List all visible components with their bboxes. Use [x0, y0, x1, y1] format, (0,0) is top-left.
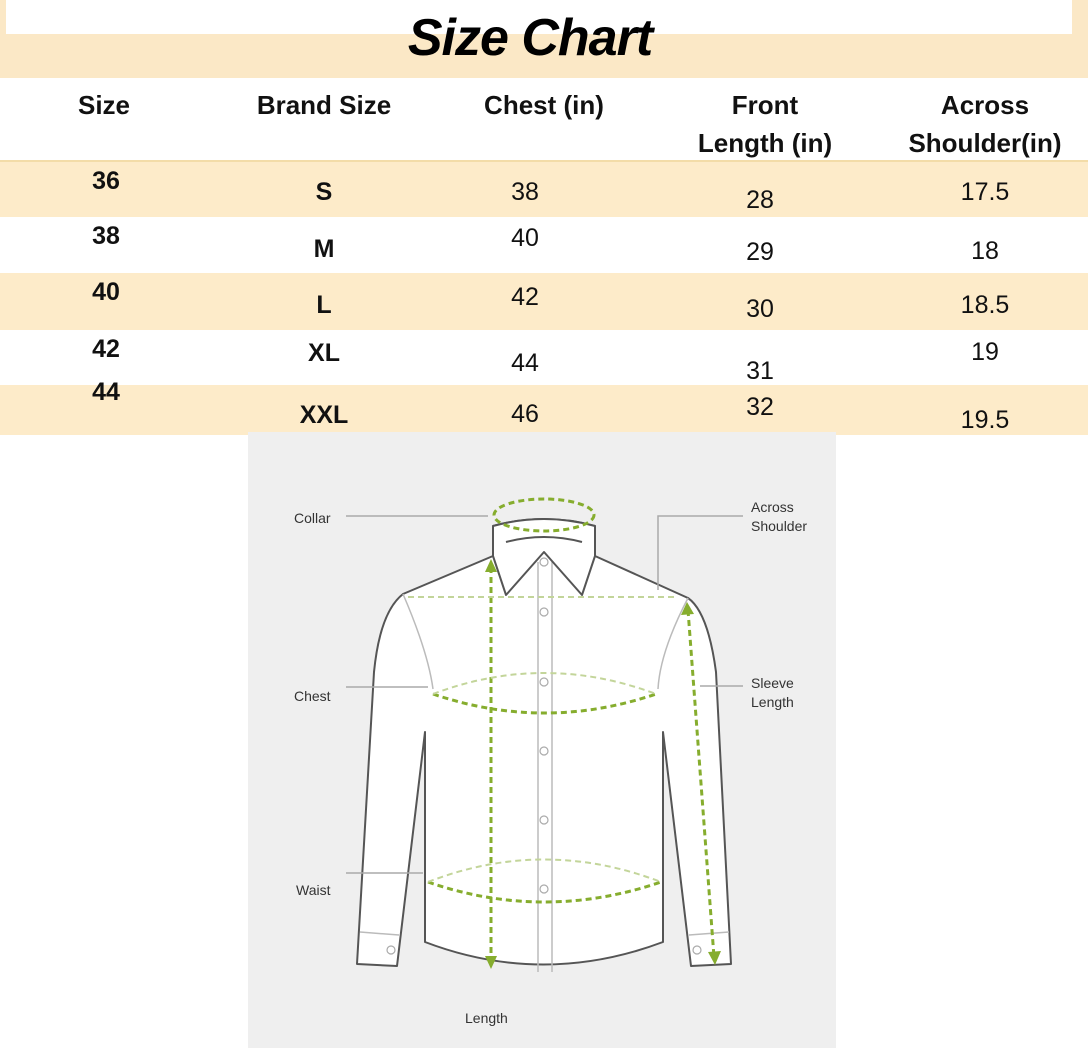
- header-front-line2: Length (in): [697, 128, 833, 158]
- cell-chest: 38: [511, 178, 539, 206]
- cell-chest: 44: [511, 349, 539, 377]
- cell-size: 42: [92, 335, 120, 363]
- table-row: 36 S 38 28 17.5: [0, 162, 1088, 217]
- cell-chest: 40: [511, 224, 539, 252]
- cell-size: 40: [92, 278, 120, 306]
- label-waist: Waist: [296, 882, 331, 898]
- sleeve-measure: [686, 609, 716, 958]
- cell-front: 31: [746, 357, 774, 385]
- label-across-shoulder: Across Shoulder: [751, 498, 807, 536]
- shirt-diagram: Collar Chest Waist Length Across Shoulder…: [248, 432, 836, 1048]
- table-row: 42 XL 44 31 19: [0, 330, 1088, 385]
- cell-size: 38: [92, 222, 120, 250]
- title-box: [6, 0, 1072, 34]
- cell-chest: 42: [511, 283, 539, 311]
- cell-size: 44: [92, 378, 120, 406]
- header-front-length: Front Length (in): [698, 86, 832, 162]
- collar-measure: [492, 497, 596, 533]
- page-title: Size Chart: [407, 9, 653, 67]
- label-length: Length: [465, 1010, 508, 1026]
- label-sleeve-length: Sleeve Length: [751, 674, 794, 712]
- label-across-line2: Shoulder: [751, 518, 808, 534]
- cell-chest: 46: [511, 400, 539, 428]
- cell-shoulder: 19.5: [960, 406, 1010, 434]
- cell-front: 30: [746, 295, 774, 323]
- cell-shoulder: 17.5: [960, 178, 1010, 206]
- cell-brand: L: [316, 291, 332, 319]
- cell-size: 36: [92, 167, 120, 195]
- header-size: Size: [77, 90, 131, 120]
- cell-front: 28: [746, 186, 774, 214]
- shirt-illustration: [346, 497, 743, 972]
- table-header: Size Brand Size Chest (in) Front Length (…: [0, 78, 1088, 162]
- cell-shoulder: 18.5: [960, 291, 1010, 319]
- table-row: 40 L 42 30 18.5: [0, 273, 1088, 330]
- table-row: 38 M 40 29 18: [0, 217, 1088, 273]
- cell-shoulder: 18: [971, 237, 999, 265]
- header-front-line1: Front: [731, 90, 799, 120]
- cell-brand: XL: [308, 339, 340, 367]
- label-chest: Chest: [294, 688, 331, 704]
- header-chest: Chest (in): [484, 90, 604, 120]
- label-across-line1: Across: [751, 499, 794, 515]
- header-across-line2: Shoulder(in): [908, 128, 1062, 158]
- label-sleeve-line2: Length: [751, 694, 794, 710]
- table-row: 44 XXL 46 32 19.5: [0, 378, 1088, 435]
- cell-brand: M: [313, 235, 335, 263]
- cell-front: 32: [746, 393, 774, 421]
- chest-measure-front: [432, 692, 657, 715]
- header-across-shoulder: Across Shoulder(in): [908, 86, 1061, 162]
- cell-front: 29: [746, 238, 774, 266]
- header-across-line1: Across: [940, 90, 1030, 120]
- cell-brand: S: [315, 178, 333, 206]
- label-sleeve-line1: Sleeve: [751, 675, 794, 691]
- title-band: Size Chart: [0, 0, 1088, 78]
- header-brand-size: Brand Size: [256, 90, 392, 120]
- waist-measure-front: [427, 880, 662, 904]
- cell-brand: XXL: [299, 401, 349, 429]
- label-collar: Collar: [294, 510, 331, 526]
- cell-shoulder: 19: [971, 338, 999, 366]
